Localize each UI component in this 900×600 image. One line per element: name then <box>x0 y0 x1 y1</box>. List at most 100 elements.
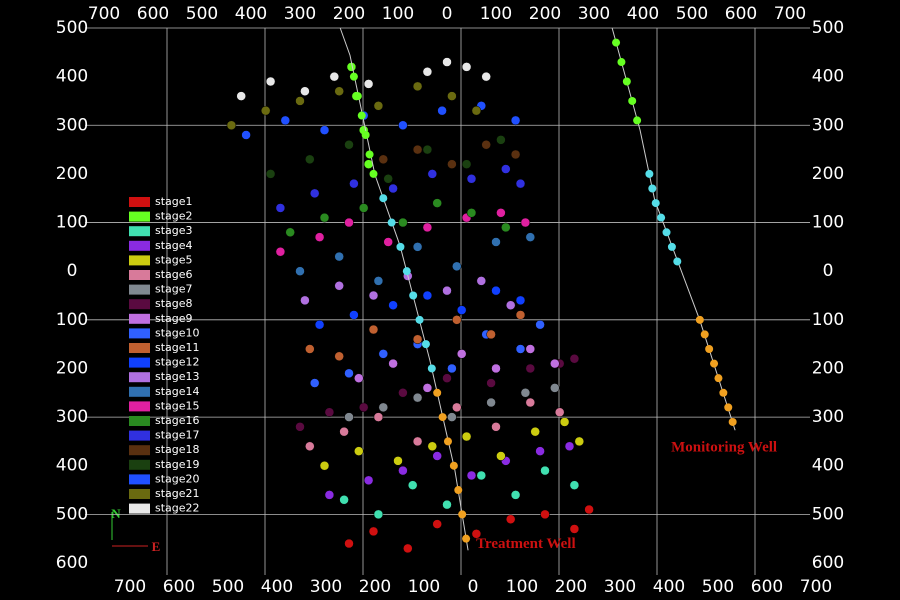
well-marker <box>402 267 411 276</box>
event-point <box>515 178 526 189</box>
x-tick-label: 600 <box>725 4 757 24</box>
event-point <box>491 285 501 296</box>
event-point <box>368 324 379 335</box>
y-tick-label: 600 <box>56 553 88 573</box>
legend-label: stage19 <box>155 458 200 471</box>
event-point <box>388 358 398 369</box>
event-point <box>280 115 291 126</box>
legend-swatch <box>129 313 150 324</box>
event-point <box>260 105 271 116</box>
event-point <box>334 251 344 262</box>
event-point <box>422 67 433 77</box>
event-point <box>525 397 536 408</box>
event-point <box>520 217 531 228</box>
event-point <box>442 373 452 383</box>
event-point <box>574 436 585 447</box>
well-marker <box>710 359 719 368</box>
y-tick-label: 0 <box>67 261 78 281</box>
well-marker <box>700 330 709 339</box>
x-tick-label: 100 <box>408 577 440 597</box>
y-tick-label: 300 <box>56 115 88 135</box>
event-point <box>515 344 526 354</box>
event-point <box>285 227 295 238</box>
event-point <box>564 441 575 452</box>
event-point <box>226 120 237 131</box>
x-tick-label: 300 <box>604 577 636 597</box>
y-tick-label: 100 <box>812 213 844 233</box>
event-point <box>344 139 354 150</box>
event-point <box>295 266 305 276</box>
well-marker <box>396 242 405 251</box>
y-tick-label: 500 <box>56 504 88 524</box>
event-point <box>510 149 521 160</box>
event-point <box>569 524 580 534</box>
well-marker <box>645 169 654 178</box>
event-point <box>515 310 526 320</box>
y-tick-label: 100 <box>812 310 844 330</box>
x-tick-label: 700 <box>88 4 120 24</box>
well-marker <box>628 96 637 105</box>
event-point <box>422 144 433 155</box>
x-tick-label: 700 <box>774 4 806 24</box>
event-point <box>496 135 506 145</box>
event-point <box>466 208 477 218</box>
event-point <box>344 217 354 228</box>
legend-label: stage9 <box>155 312 193 325</box>
event-point <box>388 300 398 310</box>
event-point <box>309 378 320 388</box>
well-marker <box>438 413 447 422</box>
event-point <box>314 319 325 330</box>
legend-swatch <box>129 372 150 383</box>
event-point <box>491 237 501 247</box>
legend-label: stage3 <box>155 224 193 237</box>
event-point <box>437 105 447 116</box>
event-point <box>265 169 276 179</box>
legend-swatch <box>129 445 150 456</box>
event-point <box>354 373 364 383</box>
event-point <box>300 86 310 96</box>
y-tick-label: 200 <box>56 358 88 378</box>
legend-swatch <box>129 474 150 485</box>
well-marker <box>427 364 436 373</box>
well-marker <box>458 510 467 519</box>
legend-label: stage4 <box>155 239 193 252</box>
well-marker <box>617 58 626 67</box>
well-marker <box>415 315 424 324</box>
legend-swatch <box>129 386 150 397</box>
event-point <box>412 144 423 155</box>
event-point <box>412 242 423 252</box>
event-point <box>432 198 442 208</box>
event-point <box>398 120 408 131</box>
event-point <box>466 470 477 481</box>
event-point <box>486 378 496 388</box>
event-point <box>309 188 320 199</box>
y-tick-label: 300 <box>56 407 88 427</box>
legend-label: stage21 <box>155 487 200 500</box>
x-tick-label: 200 <box>333 4 365 24</box>
x-tick-label: 0 <box>442 4 453 24</box>
event-point <box>368 526 379 537</box>
event-point <box>554 407 565 417</box>
event-point <box>334 86 344 96</box>
event-point <box>373 276 384 286</box>
event-point <box>236 91 246 101</box>
event-point <box>378 349 389 359</box>
event-point <box>295 422 305 432</box>
legend-swatch <box>129 226 150 237</box>
legend-label: stage10 <box>155 326 200 339</box>
event-point <box>407 480 418 490</box>
event-point <box>442 499 452 510</box>
well-label: Monitoring Well <box>671 440 777 456</box>
event-point <box>412 334 423 345</box>
event-point <box>569 480 580 490</box>
event-point <box>471 105 482 116</box>
x-tick-label: 500 <box>186 4 218 24</box>
event-point <box>363 79 374 89</box>
legend-label: stage16 <box>155 414 200 427</box>
event-point <box>452 261 462 272</box>
well-label: Treatment Well <box>476 536 576 552</box>
event-point <box>530 426 540 437</box>
event-point <box>466 174 477 184</box>
x-tick-label: 600 <box>163 577 195 597</box>
legend-swatch <box>129 284 150 295</box>
